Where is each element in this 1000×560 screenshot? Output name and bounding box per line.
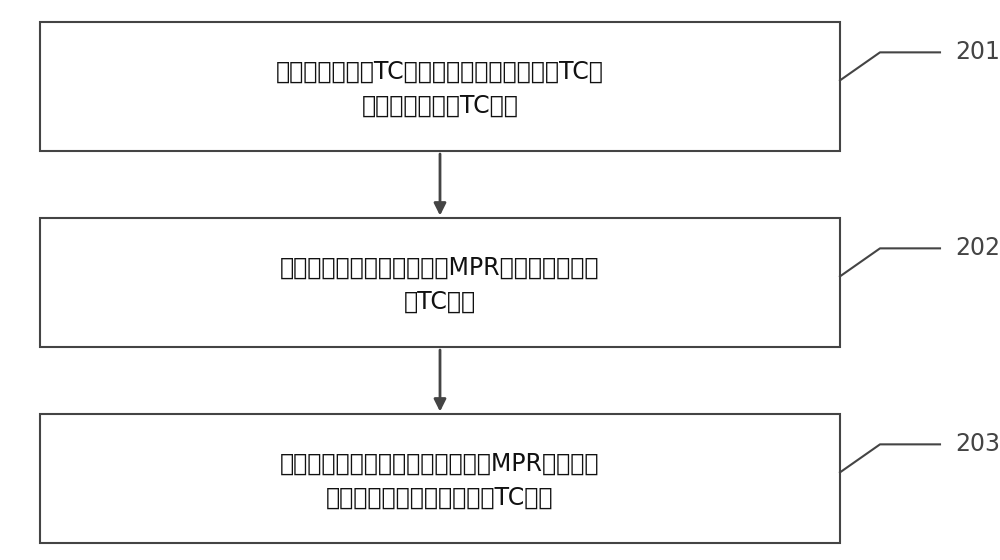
Bar [40, 22, 840, 151]
Text: 第一节点选择性地向除自身选择的MPR节点之外: 第一节点选择性地向除自身选择的MPR节点之外 [280, 451, 600, 475]
Text: 的TC报文: 的TC报文 [404, 290, 476, 314]
Text: 203: 203 [955, 432, 1000, 456]
Text: 文或者接收新的TC报文: 文或者接收新的TC报文 [362, 94, 518, 118]
Text: 202: 202 [955, 236, 1000, 260]
Text: 201: 201 [955, 40, 1000, 64]
Text: 所述第一节点向自身选举的MPR节点发送所述新: 所述第一节点向自身选举的MPR节点发送所述新 [280, 255, 600, 279]
Bar [40, 414, 840, 543]
Text: 的其他直连邻居节点发送新TC报文: 的其他直连邻居节点发送新TC报文 [326, 486, 554, 510]
Text: 第一节点自身的TC报文发生变化时生成新的TC报: 第一节点自身的TC报文发生变化时生成新的TC报 [276, 59, 604, 83]
Bar [40, 218, 840, 347]
